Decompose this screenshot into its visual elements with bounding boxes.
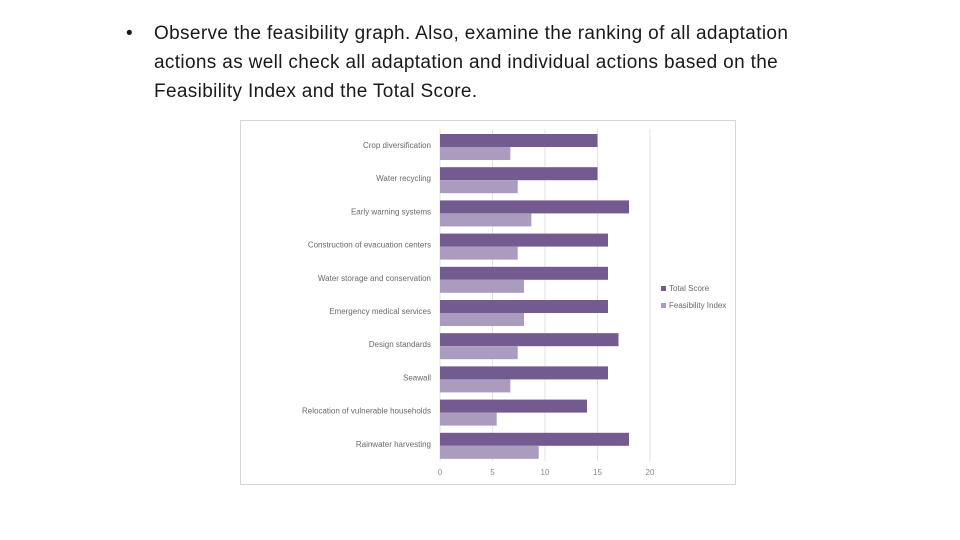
legend-swatch: [661, 303, 666, 308]
category-label: Seawall: [403, 373, 431, 382]
bar-total-score: [440, 167, 598, 181]
category-label: Design standards: [369, 340, 431, 349]
category-label: Relocation of vulnerable households: [302, 407, 431, 416]
bar-feasibility-index: [440, 213, 532, 227]
bar-feasibility-index: [440, 246, 518, 260]
category-label: Rainwater harvesting: [356, 440, 431, 449]
category-label: Construction of evacuation centers: [308, 241, 431, 250]
x-tick-label: 5: [490, 468, 495, 477]
bar-feasibility-index: [440, 379, 511, 393]
category-label: Water recycling: [376, 174, 431, 183]
chart-svg: 0 5 10 15 20 Crop diversification Water recycl…: [302, 129, 726, 477]
bullet-text: Observe the feasibility graph. Also, exa…: [154, 23, 789, 102]
bar-feasibility-index: [440, 180, 518, 194]
bar-total-score: [440, 333, 619, 347]
category-label: Early warning systems: [351, 207, 431, 216]
bar-feasibility-index: [440, 445, 539, 459]
x-tick-label: 0: [438, 468, 443, 477]
bar-total-score: [440, 432, 629, 446]
bar-total-score: [440, 200, 629, 214]
category-label: Crop diversification: [363, 141, 431, 150]
bar-total-score: [440, 399, 587, 413]
x-tick-label: 15: [593, 468, 602, 477]
legend-swatch: [661, 286, 666, 291]
bar-total-score: [440, 134, 598, 147]
bar-total-score: [440, 366, 608, 380]
legend-label: Total Score: [669, 284, 710, 293]
bar-feasibility-index: [440, 313, 524, 326]
x-tick-label: 10: [541, 468, 550, 477]
category-label: Water storage and conservation: [318, 274, 431, 283]
bar-total-score: [440, 266, 608, 280]
bar-feasibility-index: [440, 279, 524, 293]
bar-total-score: [440, 300, 608, 313]
bar-total-score: [440, 233, 608, 247]
feasibility-chart: 0 5 10 15 20 Crop diversification Water recycl…: [240, 120, 736, 485]
bullet-symbol: •: [126, 23, 133, 44]
bar-feasibility-index: [440, 147, 511, 160]
x-tick-label: 20: [646, 468, 655, 477]
bar-feasibility-index: [440, 412, 497, 426]
bar-feasibility-index: [440, 346, 518, 360]
category-label: Emergency medical services: [329, 307, 431, 316]
legend-label: Feasibility Index: [669, 301, 726, 310]
